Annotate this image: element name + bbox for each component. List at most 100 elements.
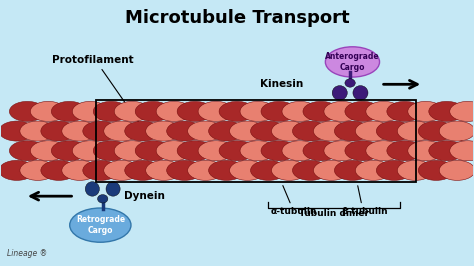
Circle shape (345, 101, 381, 121)
Ellipse shape (353, 86, 368, 100)
Circle shape (177, 101, 213, 121)
Circle shape (324, 141, 360, 161)
Circle shape (366, 101, 401, 121)
Circle shape (41, 121, 77, 141)
Circle shape (20, 160, 56, 180)
Text: Tubulin dimer: Tubulin dimer (299, 209, 369, 218)
Circle shape (135, 101, 171, 121)
Circle shape (83, 160, 118, 180)
Circle shape (93, 101, 129, 121)
Circle shape (429, 101, 465, 121)
Circle shape (240, 141, 276, 161)
Circle shape (125, 160, 161, 180)
Circle shape (104, 160, 139, 180)
Circle shape (408, 101, 444, 121)
Circle shape (177, 141, 213, 161)
Circle shape (387, 101, 423, 121)
Ellipse shape (332, 86, 347, 100)
Bar (96, 100, 416, 182)
Text: Dynein: Dynein (124, 191, 165, 201)
Ellipse shape (70, 208, 131, 242)
Circle shape (272, 121, 307, 141)
Circle shape (439, 121, 474, 141)
Circle shape (439, 160, 474, 180)
Circle shape (450, 141, 474, 161)
Circle shape (418, 160, 454, 180)
Circle shape (282, 101, 318, 121)
Circle shape (219, 101, 255, 121)
Ellipse shape (325, 47, 380, 77)
Circle shape (418, 121, 454, 141)
Circle shape (376, 121, 412, 141)
Circle shape (73, 141, 108, 161)
Circle shape (397, 160, 433, 180)
Circle shape (41, 160, 77, 180)
Circle shape (62, 160, 98, 180)
Circle shape (198, 141, 234, 161)
Circle shape (156, 101, 192, 121)
Circle shape (83, 121, 118, 141)
Circle shape (397, 121, 433, 141)
Text: α-tubulin: α-tubulin (270, 207, 317, 216)
Text: Retrograde
Cargo: Retrograde Cargo (76, 215, 125, 235)
Circle shape (229, 121, 265, 141)
Circle shape (51, 141, 87, 161)
Circle shape (30, 141, 66, 161)
Circle shape (261, 101, 297, 121)
Circle shape (303, 141, 339, 161)
Circle shape (429, 141, 465, 161)
Circle shape (156, 141, 192, 161)
Ellipse shape (106, 182, 120, 196)
Circle shape (125, 121, 161, 141)
Text: -: - (8, 126, 16, 145)
Circle shape (356, 121, 391, 141)
Circle shape (387, 141, 423, 161)
Circle shape (114, 141, 150, 161)
Circle shape (251, 160, 286, 180)
Circle shape (292, 160, 328, 180)
Circle shape (209, 160, 245, 180)
Circle shape (324, 101, 360, 121)
Text: Microtubule Transport: Microtubule Transport (125, 9, 349, 27)
Circle shape (146, 121, 182, 141)
Circle shape (9, 141, 45, 161)
Text: Protofilament: Protofilament (53, 55, 134, 65)
Circle shape (251, 121, 286, 141)
Circle shape (408, 141, 444, 161)
Circle shape (209, 121, 245, 141)
Circle shape (272, 160, 307, 180)
Ellipse shape (98, 195, 108, 203)
Circle shape (20, 121, 56, 141)
Circle shape (104, 121, 139, 141)
Circle shape (167, 160, 202, 180)
Ellipse shape (345, 79, 356, 87)
Circle shape (376, 160, 412, 180)
Circle shape (313, 121, 349, 141)
Circle shape (261, 141, 297, 161)
Ellipse shape (85, 182, 100, 196)
Circle shape (219, 141, 255, 161)
Circle shape (188, 160, 223, 180)
Text: Kinesin: Kinesin (260, 79, 303, 89)
Text: β-tubulin: β-tubulin (341, 207, 388, 216)
Circle shape (292, 121, 328, 141)
Circle shape (62, 121, 98, 141)
Text: +: + (453, 126, 469, 145)
Circle shape (450, 101, 474, 121)
Circle shape (73, 101, 108, 121)
Circle shape (229, 160, 265, 180)
Circle shape (93, 141, 129, 161)
Circle shape (335, 160, 370, 180)
Circle shape (366, 141, 401, 161)
Circle shape (114, 101, 150, 121)
Circle shape (313, 160, 349, 180)
Circle shape (335, 121, 370, 141)
Text: Lineage ®: Lineage ® (7, 249, 47, 258)
Circle shape (356, 160, 391, 180)
Circle shape (9, 101, 45, 121)
Circle shape (51, 101, 87, 121)
Circle shape (30, 101, 66, 121)
Circle shape (146, 160, 182, 180)
Circle shape (135, 141, 171, 161)
Text: Anterograde
Cargo: Anterograde Cargo (325, 52, 380, 72)
